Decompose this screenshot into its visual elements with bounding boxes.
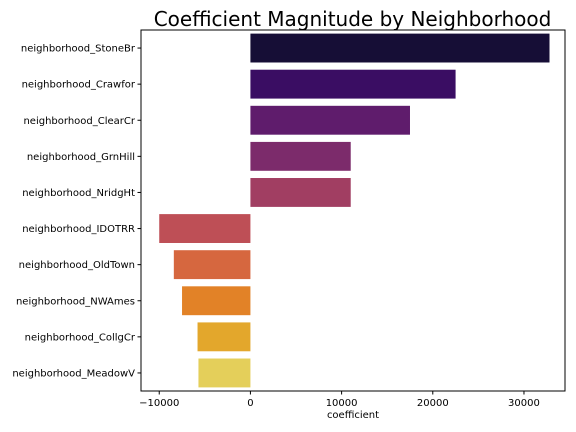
bar-neighborhood_OldTown [173,250,251,280]
bar-neighborhood_ClearCr [250,105,410,135]
bar-group [159,33,550,388]
y-tick-label-neighborhood_NridgHt: neighborhood_NridgHt [22,188,135,199]
y-tick-label-neighborhood_MeadowV: neighborhood_MeadowV [12,368,135,379]
bar-neighborhood_IDOTRR [159,214,251,243]
x-tick-label--10000: −10000 [139,398,179,409]
chart-title: Coefficient Magnitude by Neighborhood [154,7,552,31]
x-tick-label-10000: 10000 [326,398,358,409]
bar-neighborhood_GrnHill [250,141,351,171]
bar-neighborhood_Crawfor [250,69,456,99]
x-axis-label: coefficient [327,410,379,421]
x-tick-label-30000: 30000 [508,398,540,409]
y-tick-label-neighborhood_NWAmes: neighborhood_NWAmes [16,296,135,307]
plot-frame [140,29,566,392]
y-tick-label-neighborhood_CollgCr: neighborhood_CollgCr [25,332,136,343]
x-tick-label-0: 0 [247,398,253,409]
y-axis-ticks: neighborhood_StoneBr neighborhood_Crawfor… [12,44,141,379]
bar-neighborhood_MeadowV [198,358,251,388]
bar-neighborhood_NWAmes [182,286,251,316]
y-tick-label-neighborhood_ClearCr: neighborhood_ClearCr [23,116,135,127]
y-tick-label-neighborhood_IDOTRR: neighborhood_IDOTRR [22,224,135,235]
y-tick-label-neighborhood_StoneBr: neighborhood_StoneBr [21,44,136,55]
x-axis-ticks: −10000 0 10000 20000 30000 [139,391,540,409]
bar-neighborhood_NridgHt [250,178,351,207]
bar-neighborhood_CollgCr [197,322,251,352]
y-tick-label-neighborhood_Crawfor: neighborhood_Crawfor [22,80,136,91]
bar-neighborhood_StoneBr [250,33,550,63]
y-tick-label-neighborhood_GrnHill: neighborhood_GrnHill [27,152,135,163]
x-tick-label-20000: 20000 [417,398,449,409]
y-tick-label-neighborhood_OldTown: neighborhood_OldTown [19,260,135,271]
